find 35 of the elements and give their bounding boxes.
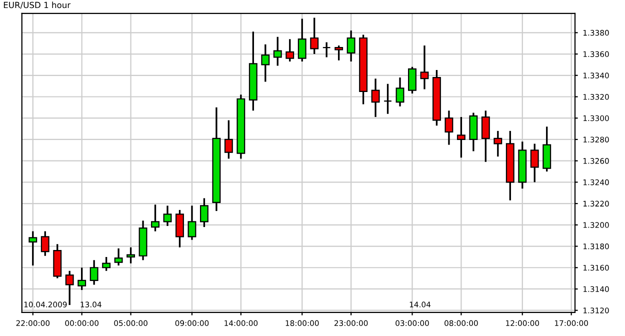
candlestick — [444, 110, 454, 146]
candlestick — [384, 83, 392, 115]
candlestick — [371, 78, 380, 118]
chart-title: EUR/USD 1 hour — [4, 2, 71, 9]
candlestick — [78, 266, 86, 291]
candlestick — [151, 204, 160, 232]
candlestick — [322, 41, 331, 58]
candlestick — [114, 248, 123, 266]
candlestick — [28, 230, 38, 266]
candlestick — [163, 204, 172, 227]
candlestick — [200, 197, 208, 228]
candlestick — [494, 130, 502, 158]
candlestick — [456, 116, 466, 158]
candlestick — [408, 66, 416, 94]
candlestick — [396, 76, 404, 108]
candlestick — [65, 270, 74, 306]
candlestick — [530, 142, 539, 184]
candlestick — [542, 126, 552, 172]
candlestick — [261, 44, 270, 83]
candlestick — [176, 209, 184, 248]
candlestick — [102, 256, 111, 272]
candlestick — [224, 119, 233, 160]
candlestick — [286, 38, 294, 62]
candlestick — [334, 44, 344, 62]
candlestick — [90, 259, 98, 286]
candlestick — [310, 16, 319, 55]
candlestick — [273, 36, 282, 67]
candlestick — [469, 112, 478, 152]
candlestick — [298, 18, 306, 62]
candlestick — [188, 204, 196, 241]
candlestick — [420, 44, 429, 90]
candlestick — [40, 230, 50, 257]
candlestick — [126, 246, 136, 264]
candlestick — [481, 110, 490, 163]
candlestick — [346, 30, 356, 62]
